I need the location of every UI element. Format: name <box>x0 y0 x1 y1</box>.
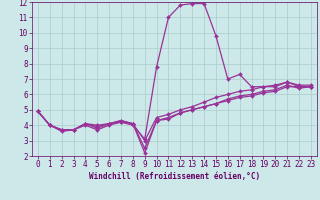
X-axis label: Windchill (Refroidissement éolien,°C): Windchill (Refroidissement éolien,°C) <box>89 172 260 181</box>
